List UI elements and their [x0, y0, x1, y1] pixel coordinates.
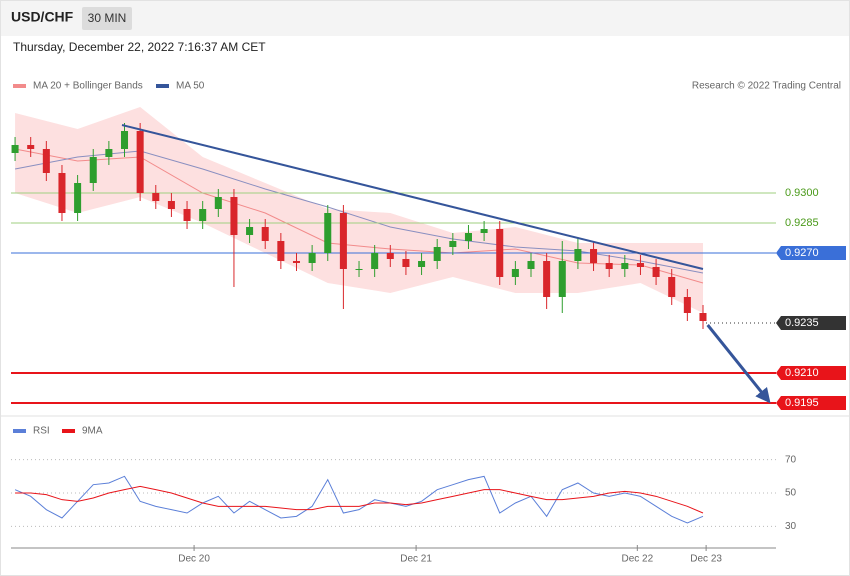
- candle-body: [308, 253, 316, 263]
- legend-swatch: [13, 84, 26, 88]
- candle-body: [371, 253, 379, 269]
- candle-body: [355, 269, 363, 270]
- candle-body: [261, 227, 269, 241]
- candle-body: [89, 157, 97, 183]
- candle-body: [433, 247, 441, 261]
- interval-badge: [82, 7, 132, 30]
- candle-body: [605, 263, 613, 269]
- level-label: 0.9300: [785, 187, 819, 199]
- candle-body: [386, 253, 394, 259]
- candle-body: [574, 249, 582, 261]
- candle-body: [621, 263, 629, 269]
- credit: Research © 2022 Trading Central: [692, 81, 841, 92]
- candle-body: [105, 149, 113, 157]
- candle-body: [324, 213, 332, 253]
- x-tick-label: Dec 21: [400, 554, 432, 565]
- candle-body: [152, 193, 160, 201]
- symbol: USD/CHF: [11, 9, 74, 25]
- legend-label: MA 20 + Bollinger Bands: [33, 81, 143, 92]
- ma20-line: [14, 148, 704, 284]
- level-label: 0.9285: [785, 217, 819, 229]
- level-label: 0.9210: [785, 367, 819, 379]
- candle-body: [652, 267, 660, 277]
- rsi-line: [15, 485, 704, 514]
- candle-body: [167, 201, 175, 209]
- candle-body: [42, 149, 50, 173]
- candle-body: [74, 183, 82, 213]
- candle-body: [214, 197, 222, 209]
- candle-body: [277, 241, 285, 261]
- candle-body: [402, 259, 410, 267]
- candle-body: [183, 209, 191, 221]
- rsi-legend-label: 9MA: [82, 426, 103, 437]
- rsi-legend-swatch: [13, 429, 26, 433]
- candle-body: [246, 227, 254, 235]
- forecast-arrow: [706, 324, 771, 404]
- legend-swatch: [156, 84, 169, 88]
- bollinger-band: [15, 107, 703, 313]
- level-tag: [776, 246, 846, 260]
- candle-body: [27, 145, 35, 149]
- candle-body: [558, 261, 566, 297]
- rsi-legend-swatch: [62, 429, 75, 433]
- rsi-line: [14, 475, 704, 524]
- timestamp: Thursday, December 22, 2022 7:16:37 AM C…: [13, 40, 266, 54]
- legend-label: MA 50: [176, 81, 205, 92]
- rsi-tick-label: 70: [785, 454, 797, 465]
- level-label: 0.9195: [785, 397, 819, 409]
- candle-body: [480, 229, 488, 233]
- candle-body: [292, 261, 301, 263]
- level-tag: [776, 366, 846, 380]
- candle-body: [339, 213, 347, 269]
- candle-body: [58, 173, 66, 213]
- candle-body: [464, 233, 472, 241]
- level-label: 0.9270: [785, 247, 819, 259]
- candle-body: [418, 261, 426, 267]
- level-tag: [776, 396, 846, 410]
- candle-body: [449, 241, 457, 247]
- candle-body: [636, 263, 644, 267]
- candle-body: [511, 269, 519, 277]
- trendline: [121, 124, 704, 270]
- candle-body: [543, 261, 551, 297]
- candle-body: [683, 297, 691, 313]
- rsi-tick-label: 30: [785, 521, 797, 532]
- candle-body: [496, 229, 504, 277]
- candle-body: [120, 131, 129, 149]
- rsi-legend-label: RSI: [33, 426, 50, 437]
- candle-body: [199, 209, 207, 221]
- candle-body: [230, 197, 238, 235]
- candle-body: [136, 131, 144, 193]
- candle-body: [11, 145, 19, 153]
- candle-body: [527, 261, 535, 269]
- level-tag: [776, 316, 846, 330]
- candle-body: [590, 249, 598, 263]
- header-bar: [0, 0, 850, 36]
- x-tick-label: Dec 23: [690, 554, 722, 565]
- x-tick-label: Dec 22: [621, 554, 653, 565]
- candle-body: [699, 313, 707, 321]
- rsi-tick-label: 50: [785, 488, 797, 499]
- interval: 30 MIN: [88, 11, 127, 25]
- x-tick-label: Dec 20: [178, 554, 210, 565]
- candle-body: [668, 277, 676, 297]
- level-label: 0.9235: [785, 317, 819, 329]
